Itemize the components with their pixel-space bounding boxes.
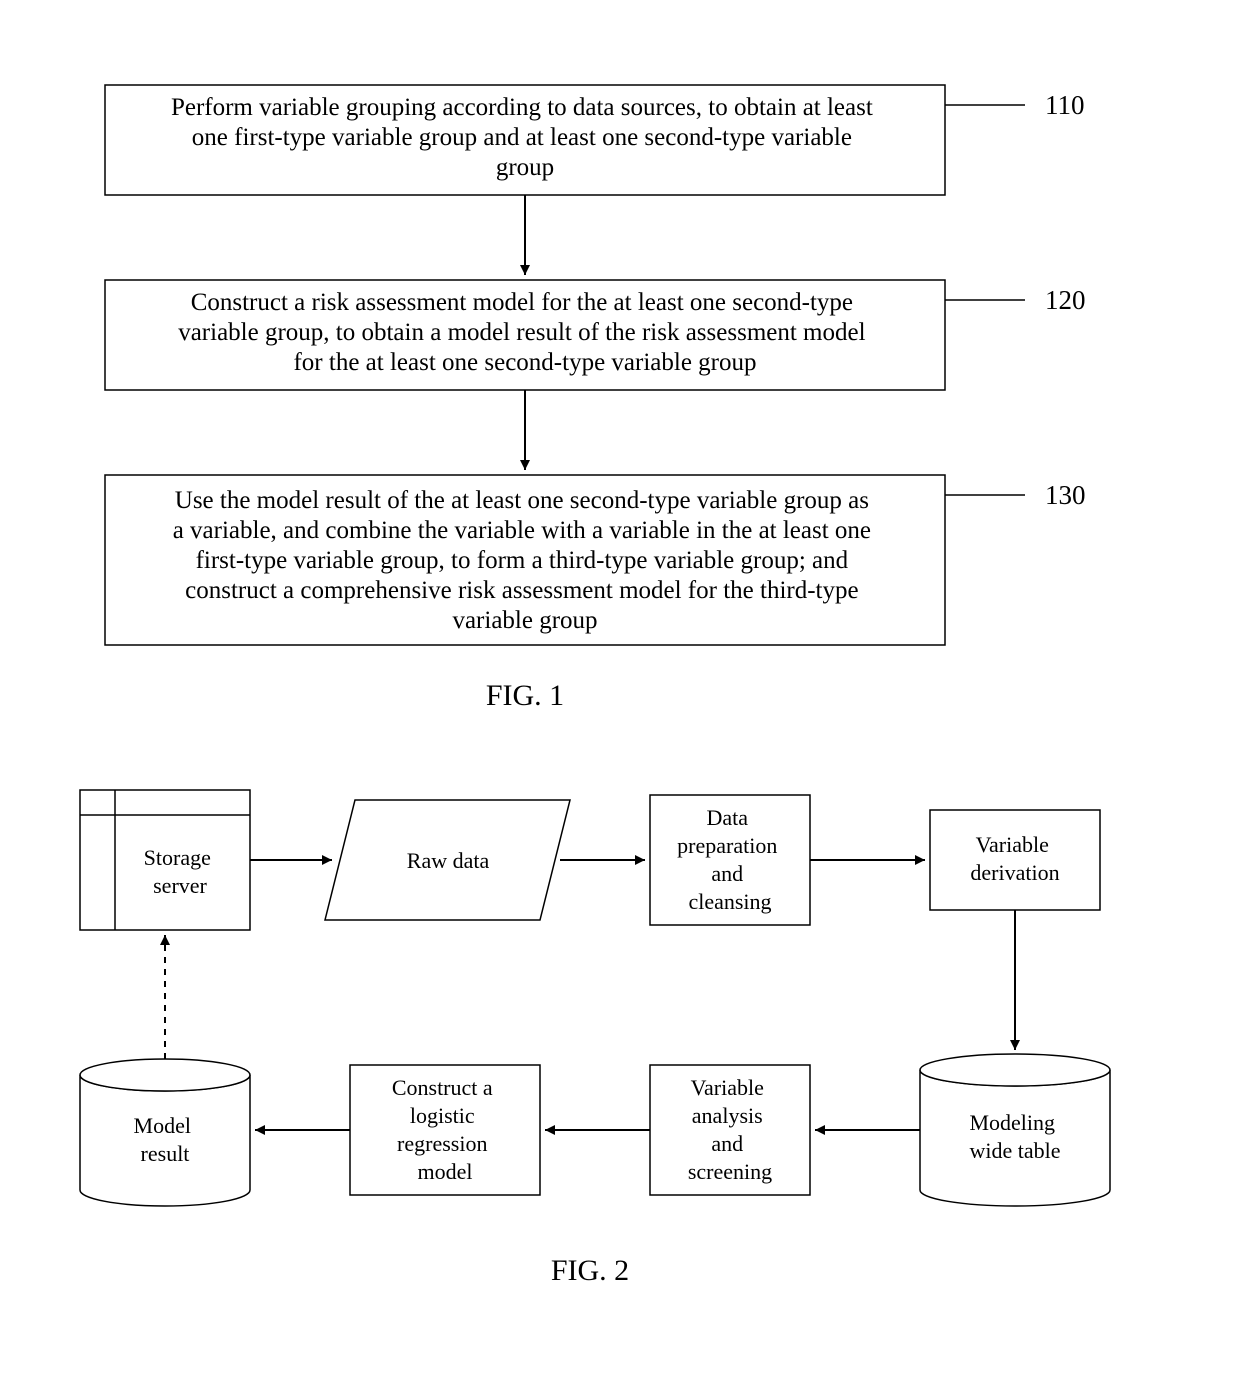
fig1-step-130: Use the model result of the at least one… <box>105 475 945 645</box>
fig2-log-l1: Construct a <box>392 1075 493 1100</box>
fig1-step-130-label: 130 <box>1045 480 1086 510</box>
fig1-step-130-line5: variable group <box>452 607 597 634</box>
fig2-log-l2: logistic <box>410 1103 475 1128</box>
fig2-deriv-l1: Variable <box>976 832 1049 857</box>
fig1-step-110: Perform variable grouping according to d… <box>105 85 945 195</box>
fig2-scr-l3: and <box>711 1131 743 1156</box>
fig1-step-110-line2: one first-type variable group and at lea… <box>192 124 852 151</box>
fig2-node-prep: Data preparation and cleansing <box>650 795 810 925</box>
fig1-step-120-line2: variable group, to obtain a model result… <box>178 319 865 346</box>
fig1-step-130-line3: first-type variable group, to form a thi… <box>196 547 849 574</box>
fig2-node-widetable: Modeling wide table <box>920 1054 1110 1206</box>
fig2-res-l2: result <box>141 1141 190 1166</box>
fig2-node-derivation: Variable derivation <box>930 810 1100 910</box>
fig2-storage-l2: server <box>153 873 207 898</box>
figure-1: Perform variable grouping according to d… <box>105 85 1086 712</box>
page: Perform variable grouping according to d… <box>0 0 1240 1395</box>
fig2-wide-l2: wide table <box>969 1138 1060 1163</box>
fig2-prep-l2: preparation <box>677 833 777 858</box>
fig1-step-120: Construct a risk assessment model for th… <box>105 280 945 390</box>
fig2-node-screening: Variable analysis and screening <box>650 1065 810 1195</box>
fig1-step-120-label: 120 <box>1045 285 1086 315</box>
fig1-step-120-line1: Construct a risk assessment model for th… <box>191 289 853 316</box>
fig2-node-rawdata: Raw data <box>325 800 570 920</box>
fig2-node-logistic: Construct a logistic regression model <box>350 1065 540 1195</box>
diagram-canvas: Perform variable grouping according to d… <box>0 0 1240 1395</box>
fig1-step-130-line2: a variable, and combine the variable wit… <box>173 517 871 544</box>
fig2-prep-l1: Data <box>706 805 748 830</box>
fig1-step-110-line1: Perform variable grouping according to d… <box>171 94 873 121</box>
fig2-rawdata-l1: Raw data <box>407 848 490 873</box>
fig1-step-120-line3: for the at least one second-type variabl… <box>293 349 756 376</box>
fig1-step-130-line1: Use the model result of the at least one… <box>175 487 869 514</box>
fig2-log-l3: regression <box>397 1131 487 1156</box>
fig2-deriv-l2: derivation <box>970 860 1059 885</box>
fig1-step-130-line4: construct a comprehensive risk assessmen… <box>185 577 858 604</box>
fig2-prep-l4: cleansing <box>688 889 771 914</box>
fig2-storage-l1: Storage <box>144 845 211 870</box>
fig2-log-l4: model <box>418 1159 473 1184</box>
fig2-caption: FIG. 2 <box>551 1254 629 1287</box>
fig1-step-110-label: 110 <box>1045 90 1085 120</box>
svg-text:Raw data: Raw data <box>407 848 490 873</box>
figure-2: Storage server Raw data Data preparation… <box>80 790 1110 1287</box>
fig2-scr-l2: analysis <box>692 1103 763 1128</box>
fig2-node-result: Model result <box>80 1059 250 1206</box>
fig1-caption: FIG. 1 <box>486 679 564 712</box>
fig1-step-110-line3: group <box>496 154 554 181</box>
fig2-scr-l1: Variable <box>691 1075 764 1100</box>
fig2-wide-l1: Modeling <box>969 1110 1055 1135</box>
fig2-scr-l4: screening <box>688 1159 772 1184</box>
fig2-node-storage: Storage server <box>80 790 250 930</box>
fig2-res-l1: Model <box>134 1113 191 1138</box>
fig2-prep-l3: and <box>711 861 743 886</box>
